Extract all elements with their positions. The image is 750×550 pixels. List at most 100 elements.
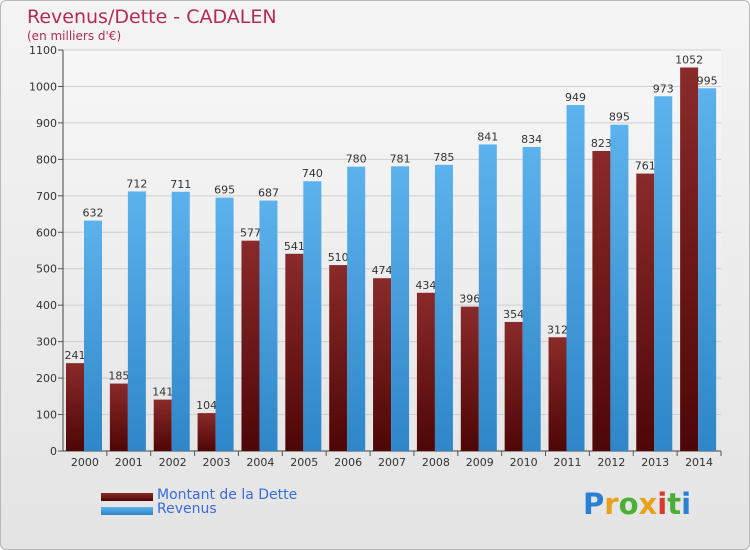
data-label-revenus: 834	[521, 133, 542, 146]
x-tick-label: 2002	[159, 456, 187, 469]
x-tick-label: 2001	[115, 456, 143, 469]
bar-dette	[592, 150, 611, 451]
data-label-dette: 185	[108, 370, 129, 383]
bar-revenus	[347, 166, 366, 451]
bar-dette	[504, 321, 523, 451]
data-label-revenus: 695	[214, 184, 235, 197]
y-tick-label: 600	[36, 226, 57, 239]
bar-dette	[373, 278, 392, 451]
data-label-revenus: 895	[609, 111, 630, 124]
bar-dette	[109, 383, 128, 451]
y-tick-label: 200	[36, 372, 57, 385]
x-tick-label: 2003	[203, 456, 231, 469]
data-label-revenus: 711	[170, 178, 191, 191]
bar-revenus	[84, 220, 102, 451]
proxiti-logo: Proxiti	[583, 487, 691, 521]
bar-revenus	[566, 105, 585, 452]
legend-label-revenus: Revenus	[157, 501, 217, 517]
y-tick-label: 300	[36, 336, 57, 349]
x-tick-label: 2006	[334, 456, 362, 469]
bar-revenus	[303, 181, 322, 451]
y-tick-label: 500	[36, 263, 57, 276]
chart-title: Revenus/Dette - CADALEN	[27, 6, 277, 28]
logo-letter: i	[657, 487, 668, 521]
y-tick-label: 1100	[29, 44, 57, 57]
x-tick-label: 2011	[553, 456, 581, 469]
x-tick-label: 2014	[685, 456, 713, 469]
x-tick-label: 2010	[510, 456, 538, 469]
data-label-dette: 396	[459, 293, 480, 306]
data-label-revenus: 949	[565, 91, 586, 104]
bar-dette	[636, 173, 655, 451]
legend-swatch-revenus	[101, 507, 153, 515]
x-tick-label: 2007	[378, 456, 406, 469]
bar-revenus	[171, 191, 190, 452]
bar-revenus	[215, 197, 234, 451]
data-label-dette: 577	[240, 227, 261, 240]
data-label-revenus: 712	[126, 177, 147, 190]
legend-swatch-dette	[101, 493, 153, 501]
data-label-dette: 474	[372, 264, 393, 277]
bar-dette	[416, 292, 435, 451]
bar-dette	[329, 265, 348, 451]
bar-dette	[241, 240, 260, 451]
bar-dette	[460, 306, 479, 451]
y-tick-label: 900	[36, 117, 57, 130]
logo-letter: o	[618, 487, 639, 521]
legend-label-dette: Montant de la Dette	[157, 487, 298, 503]
data-label-revenus: 780	[346, 153, 367, 166]
bar-dette	[197, 413, 216, 451]
data-label-revenus: 973	[653, 82, 674, 95]
data-label-dette: 761	[635, 160, 656, 173]
x-tick-label: 2004	[246, 456, 274, 469]
logo-letter: t	[667, 487, 682, 521]
bar-revenus	[522, 146, 541, 451]
data-label-dette: 510	[328, 251, 349, 264]
data-label-revenus: 781	[390, 152, 411, 165]
data-label-dette: 1052	[675, 53, 703, 66]
logo-letter: P	[583, 487, 605, 521]
x-tick-label: 2013	[641, 456, 669, 469]
y-tick-label: 400	[36, 299, 57, 312]
x-tick-label: 2000	[71, 456, 99, 469]
data-label-revenus: 995	[697, 74, 718, 87]
logo-letter: x	[638, 487, 658, 521]
y-tick-label: 0	[50, 445, 57, 458]
x-tick-label: 2005	[290, 456, 318, 469]
data-label-dette: 541	[284, 240, 305, 253]
bar-dette	[548, 337, 567, 451]
data-label-dette: 434	[415, 279, 436, 292]
bar-revenus	[478, 144, 497, 451]
bar-revenus	[610, 124, 629, 452]
x-tick-label: 2009	[466, 456, 494, 469]
y-tick-label: 700	[36, 190, 57, 203]
data-label-revenus: 785	[433, 151, 454, 164]
data-label-dette: 823	[591, 137, 612, 150]
bar-dette	[153, 399, 172, 451]
chart-subtitle: (en milliers d'€)	[27, 29, 122, 43]
x-tick-label: 2008	[422, 456, 450, 469]
bar-revenus	[127, 191, 146, 451]
data-label-revenus: 687	[258, 187, 279, 200]
data-label-revenus: 740	[302, 167, 323, 180]
bar-revenus	[391, 166, 410, 452]
data-label-revenus: 632	[83, 207, 104, 220]
x-tick-label: 2012	[597, 456, 625, 469]
bar-revenus	[654, 96, 673, 451]
y-tick-label: 100	[36, 409, 57, 422]
logo-letter: r	[604, 487, 619, 521]
bar-revenus	[698, 88, 717, 451]
data-label-dette: 312	[547, 323, 568, 336]
y-tick-label: 1000	[29, 80, 57, 93]
y-tick-label: 800	[36, 153, 57, 166]
bar-dette	[285, 253, 304, 451]
data-label-dette: 141	[152, 386, 173, 399]
data-label-dette: 104	[196, 399, 217, 412]
data-label-revenus: 841	[477, 130, 498, 143]
bar-revenus	[259, 200, 278, 451]
logo-letter: i	[681, 487, 692, 521]
bar-dette	[66, 363, 84, 451]
data-label-dette: 241	[65, 349, 86, 362]
